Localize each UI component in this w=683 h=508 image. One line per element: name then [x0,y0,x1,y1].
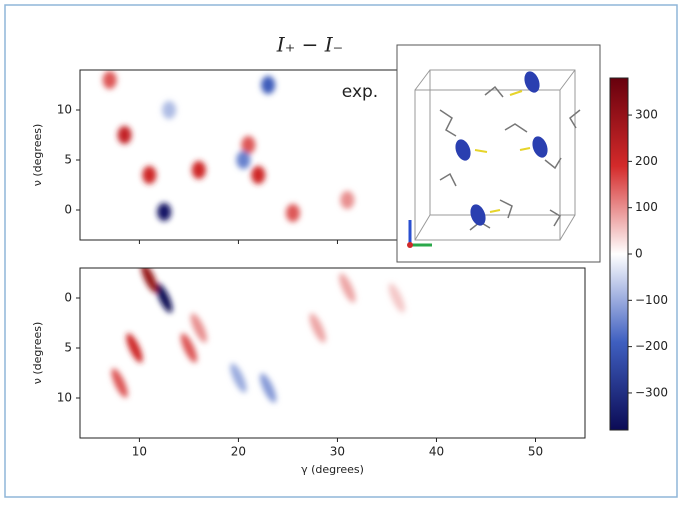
heatmap-spot [162,101,177,119]
y-tick-label: 10 [57,103,72,117]
y-axis-label: ν (degrees) [31,124,44,187]
colorbar-tick-label: 100 [635,200,658,214]
heatmap [111,268,406,403]
frame [4,4,678,498]
heatmap-spot [236,151,251,169]
x-tick-label: 40 [429,445,444,459]
heatmap-spot [117,126,132,144]
heatmap-spot [156,283,173,313]
panel-background [80,268,585,438]
heatmap-spot [142,166,157,184]
y-tick-label: 0 [64,203,72,217]
colorbar-tick-label: −300 [635,385,668,399]
heatmap-spot [340,191,355,209]
title: I₊ − I₋ [276,33,343,57]
heatmap-spot [191,161,206,179]
y-axis-label: ν (degrees) [31,322,44,385]
colorbar-tick-label: −200 [635,339,668,353]
y-tick-label: 5 [64,341,72,355]
structure-inset [396,44,601,263]
heatmap-spot [241,136,256,154]
heatmap-spot [111,368,128,398]
colorbar-tick-label: 300 [635,108,658,122]
heatmap-spot [339,273,356,303]
panel-label: exp. [342,82,378,102]
heatmap-spot [388,283,406,313]
heatmap-spot [285,204,300,222]
x-tick-label: 10 [132,445,147,459]
heatmap-spot [157,203,172,221]
heatmap-spot [259,373,277,403]
colorbar [609,77,629,431]
colorbar-tick-label: 200 [635,154,658,168]
heatmap-spot [261,76,276,94]
x-tick-label: 50 [528,445,543,459]
heatmap [102,71,355,222]
heatmap-spot [180,333,198,363]
y-tick-label: 10 [57,391,72,405]
heatmap-spot [102,71,117,89]
heatmap-spot [251,166,266,184]
panel-frame [79,267,586,439]
heatmap-spot [126,333,143,363]
x-tick-label: 20 [231,445,246,459]
y-tick-label: 5 [64,153,72,167]
colorbar-tick-label: −100 [635,293,668,307]
heatmap-spot [141,268,158,293]
y-tick-label: 0 [64,291,72,305]
heatmap-spot [190,313,207,343]
heatmap-spot [309,313,326,343]
heatmap-spot [230,363,247,393]
colorbar-tick-label: 0 [635,247,643,261]
x-tick-label: 30 [330,445,345,459]
x-axis-label: γ (degrees) [301,463,364,476]
